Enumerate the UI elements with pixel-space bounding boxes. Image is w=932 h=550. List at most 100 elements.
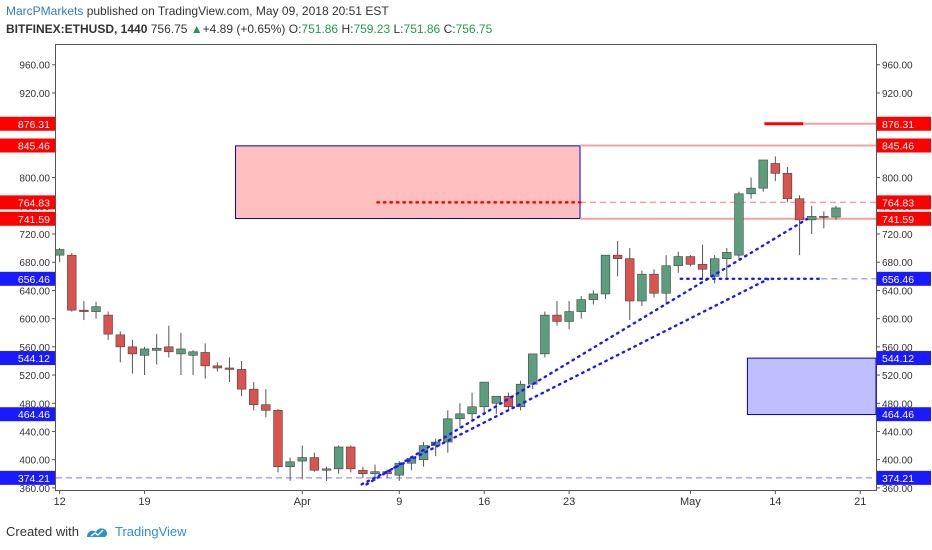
x-tick-label: 9 <box>396 496 402 508</box>
y-tick-label-left: 560.00 <box>19 343 50 354</box>
y-tick-label-right: 680.00 <box>882 258 913 269</box>
candle-down <box>115 334 125 348</box>
open-label: O: <box>288 22 302 36</box>
candle-up <box>467 406 477 415</box>
level-464-label-bg-left <box>0 407 55 422</box>
open-value: 751.86 <box>301 22 339 36</box>
last-price: 756.75 <box>150 22 188 36</box>
candle-up <box>734 193 744 256</box>
low-value: 751.86 <box>403 22 441 36</box>
author-link[interactable]: MarcPMarkets <box>6 4 84 18</box>
candle-up <box>297 457 307 462</box>
candle-down <box>224 367 235 370</box>
y-tick-label-left: 440.00 <box>19 427 50 438</box>
candle-up <box>91 306 101 312</box>
level-876-label-bg-left <box>0 116 55 131</box>
level-544-label-right: 544.12 <box>882 353 914 365</box>
y-tick-label-right: 920.00 <box>882 89 913 100</box>
candle-down <box>697 264 708 270</box>
plot-area-frame <box>55 44 877 491</box>
candle-up <box>540 314 550 355</box>
symbol-line: BITFINEX:ETHUSD, 1440 756.75 ▲+4.89 (+0.… <box>6 22 492 36</box>
x-tick-label: 12 <box>54 496 66 508</box>
candle-down <box>770 163 780 174</box>
x-tick-label: 21 <box>854 496 866 508</box>
candle-down <box>164 346 174 353</box>
y-tick-label-left: 960.00 <box>19 61 50 72</box>
candle-up <box>152 347 162 351</box>
candles-layer <box>54 156 841 481</box>
y-tick-label-right: 560.00 <box>882 343 913 354</box>
y-tick-label-right: 960.00 <box>882 61 913 72</box>
candle-down <box>79 309 89 312</box>
candle-up <box>673 256 683 267</box>
level-876-label-left: 876.31 <box>18 119 50 131</box>
up-arrow-icon: ▲ <box>190 22 203 36</box>
y-tick-label-right: 800.00 <box>882 174 913 185</box>
x-tick-label: 19 <box>138 496 150 508</box>
zones-layer <box>235 145 877 416</box>
level-741-label-left: 741.59 <box>18 214 50 226</box>
level-764-label-bg-right <box>877 195 931 210</box>
candle-down <box>261 404 271 411</box>
candle-up <box>576 299 586 312</box>
candle-up <box>479 381 489 408</box>
high-value: 759.23 <box>353 22 391 36</box>
y-tick-label-right: 640.00 <box>882 286 913 297</box>
level-544-label-bg-right <box>877 351 931 366</box>
level-764-label-right: 764.83 <box>882 197 914 209</box>
level-845-label-bg-left <box>0 138 55 153</box>
symbol-label: BITFINEX:ETHUSD, 1440 <box>6 22 148 36</box>
candle-up <box>321 468 332 471</box>
x-tick-label: Apr <box>294 496 311 508</box>
candle-up <box>54 249 65 256</box>
upper-trendline <box>365 217 809 486</box>
y-tick-label-left: 600.00 <box>19 315 50 326</box>
candle-down <box>212 365 222 369</box>
candle-up <box>515 383 526 408</box>
level-374-label-left: 374.21 <box>18 473 50 485</box>
level-656-label-right: 656.46 <box>882 274 914 286</box>
candle-up <box>455 413 465 420</box>
demand-zone <box>746 357 877 416</box>
level-656-label-left: 656.46 <box>18 274 50 286</box>
candle-up <box>710 258 720 277</box>
candle-up <box>188 351 198 356</box>
level-374-label-bg-right <box>877 470 931 485</box>
level-464-label-left: 464.46 <box>18 409 50 421</box>
created-with-text: Created with <box>6 524 79 539</box>
level-544-label-bg-left <box>0 351 55 366</box>
tradingview-link[interactable]: TradingView <box>114 524 187 539</box>
dotted-lines-layer <box>360 201 823 486</box>
x-tick-label: 23 <box>563 496 575 508</box>
y-tick-label-left: 400.00 <box>19 456 50 467</box>
level-845-label-right: 845.46 <box>882 141 914 153</box>
x-tick-label: 14 <box>769 496 781 508</box>
y-tick-label-right: 400.00 <box>882 456 913 467</box>
candle-up <box>333 446 344 470</box>
high-label: H: <box>341 22 354 36</box>
level-656-label-bg-right <box>877 271 931 286</box>
price-chart[interactable]: 960.00920.00880.00800.00760.00720.00680.… <box>0 0 932 515</box>
level-374-label-right: 374.21 <box>882 473 914 485</box>
candle-up <box>637 273 647 302</box>
candle-up <box>370 471 380 475</box>
tradingview-logo-icon[interactable] <box>85 525 109 539</box>
level-464-label-bg-right <box>877 407 931 422</box>
level-544-label-left: 544.12 <box>18 353 50 365</box>
candle-down <box>552 314 562 322</box>
levels-layer <box>56 122 876 479</box>
candle-down <box>358 469 368 475</box>
level-845-label-bg-right <box>877 138 931 153</box>
candle-down <box>273 410 283 468</box>
candle-up <box>758 159 768 189</box>
candle-down <box>625 258 635 302</box>
candle-down <box>309 457 320 471</box>
level-741-label-bg-right <box>877 211 931 226</box>
level-876-label-bg-right <box>877 116 931 131</box>
candle-up <box>443 418 453 443</box>
level-374-label-bg-left <box>0 470 55 485</box>
change-value: +4.89 (+0.65%) <box>202 22 286 36</box>
candle-down <box>503 395 514 408</box>
candle-up <box>746 187 756 195</box>
